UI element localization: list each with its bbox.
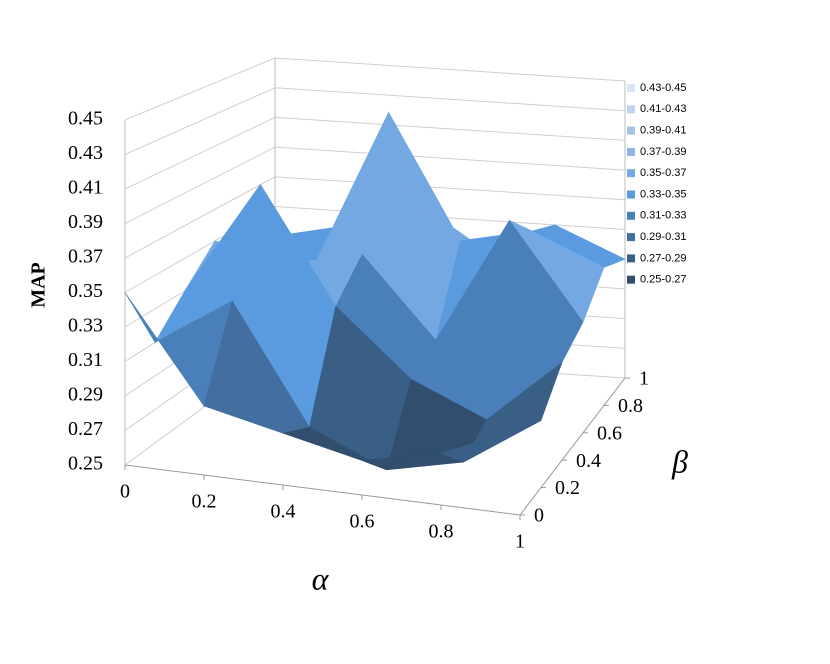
legend-label: 0.35-0.37 bbox=[640, 167, 686, 179]
z-tick-label: 0.31 bbox=[68, 349, 103, 371]
z-axis-title: MAP bbox=[28, 262, 50, 308]
y-axis-title: β bbox=[671, 443, 688, 479]
legend-swatch bbox=[627, 254, 635, 263]
x-axis-title: α bbox=[312, 560, 330, 596]
grid-line bbox=[124, 57, 626, 121]
legend-label: 0.33-0.35 bbox=[640, 188, 686, 200]
legend-label: 0.29-0.31 bbox=[640, 231, 686, 243]
legend-label: 0.41-0.43 bbox=[640, 103, 686, 115]
legend-swatch bbox=[627, 126, 635, 135]
x-tick-label: 0.6 bbox=[350, 511, 375, 533]
y-tick-label: 0 bbox=[534, 505, 544, 527]
y-tick-label: 0.6 bbox=[597, 422, 622, 444]
z-tick-label: 0.45 bbox=[68, 108, 103, 130]
z-tick-label: 0.35 bbox=[68, 280, 103, 302]
x-tick-label: 0 bbox=[120, 481, 130, 503]
legend-swatch bbox=[627, 190, 635, 199]
y-tick-label: 0.4 bbox=[576, 450, 601, 472]
legend-swatch bbox=[627, 105, 635, 114]
z-tick-label: 0.39 bbox=[68, 211, 103, 233]
axis-line bbox=[519, 377, 626, 516]
legend-swatch bbox=[627, 169, 635, 178]
legend-swatch bbox=[627, 211, 635, 220]
x-tick-label: 0.4 bbox=[271, 501, 296, 523]
z-tick-label: 0.41 bbox=[68, 177, 103, 199]
legend-label: 0.39-0.41 bbox=[640, 125, 686, 137]
y-tick-label: 0.2 bbox=[555, 477, 580, 499]
legend-swatch bbox=[627, 84, 635, 92]
y-tick-label: 0.8 bbox=[618, 395, 643, 417]
x-tick-label: 1 bbox=[515, 531, 525, 553]
x-tick-label: 0.2 bbox=[192, 491, 217, 513]
z-tick-label: 0.29 bbox=[68, 384, 103, 406]
legend-label: 0.25-0.27 bbox=[640, 274, 686, 286]
z-tick-label: 0.25 bbox=[68, 453, 103, 475]
legend-label: 0.27-0.29 bbox=[640, 252, 686, 264]
y-tick-label: 1 bbox=[639, 368, 649, 390]
z-tick-label: 0.37 bbox=[68, 246, 103, 268]
legend-swatch bbox=[627, 233, 635, 242]
z-tick-label: 0.27 bbox=[68, 418, 103, 440]
z-tick-label: 0.43 bbox=[68, 142, 103, 164]
z-tick-label: 0.33 bbox=[68, 315, 103, 337]
x-tick-label: 0.8 bbox=[429, 521, 454, 543]
legend-label: 0.43-0.45 bbox=[640, 82, 686, 94]
legend-label: 0.31-0.33 bbox=[640, 210, 686, 222]
surface-patch bbox=[440, 420, 542, 463]
legend-label: 0.37-0.39 bbox=[640, 146, 686, 158]
legend-swatch bbox=[627, 275, 635, 284]
legend-swatch bbox=[627, 147, 635, 156]
axis-line bbox=[124, 464, 521, 516]
